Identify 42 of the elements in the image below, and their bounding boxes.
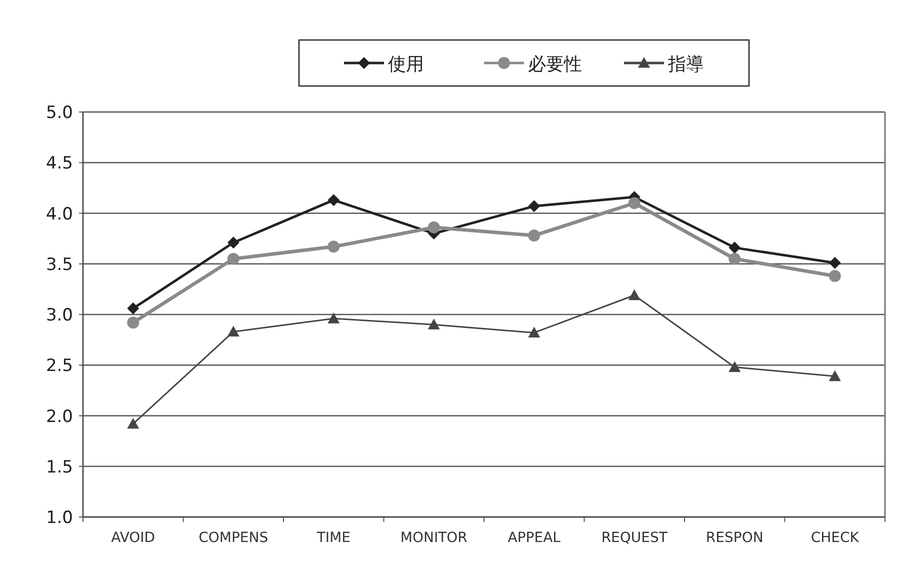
point: [328, 312, 340, 324]
point: [628, 197, 640, 210]
point: [328, 240, 340, 253]
point: [628, 289, 640, 300]
legend-label: 指導: [667, 54, 704, 75]
x-tick-label: COMPENS: [198, 530, 268, 546]
x-tick-label: AVOID: [111, 530, 156, 546]
y-tick-label: 3.0: [46, 306, 73, 326]
y-tick-label: 2.5: [46, 356, 73, 376]
point: [728, 361, 741, 372]
y-tick-label: 1.0: [46, 508, 73, 528]
legend-label: 必要性: [528, 54, 582, 75]
y-tick-label: 4.0: [46, 204, 73, 224]
point: [127, 418, 140, 429]
point: [728, 242, 741, 254]
x-tick-label: APPEAL: [508, 530, 561, 546]
x-tick-label: RESPON: [706, 530, 764, 546]
x-tick-label: TIME: [316, 530, 350, 546]
point: [728, 252, 741, 265]
point: [528, 230, 540, 242]
point: [127, 316, 140, 329]
y-tick-label: 1.5: [46, 457, 73, 478]
y-tick-label: 2.0: [46, 406, 73, 427]
point: [328, 194, 340, 206]
point: [227, 236, 240, 249]
point: [528, 200, 540, 212]
y-tick-label: 3.5: [46, 254, 73, 275]
point: [227, 252, 240, 265]
point: [828, 370, 841, 382]
point: [428, 318, 440, 330]
x-tick-label: REQUEST: [601, 530, 668, 546]
x-tick-label: CHECK: [810, 530, 860, 546]
point: [127, 302, 140, 314]
point: [828, 270, 841, 282]
point: [428, 221, 440, 234]
legend-label: 使用: [388, 54, 424, 75]
y-tick-label: 5.0: [46, 103, 73, 123]
point: [528, 326, 540, 338]
y-tick-label: 4.5: [46, 154, 73, 174]
point: [227, 326, 240, 337]
point: [828, 256, 841, 269]
x-tick-label: MONITOR: [400, 530, 468, 546]
